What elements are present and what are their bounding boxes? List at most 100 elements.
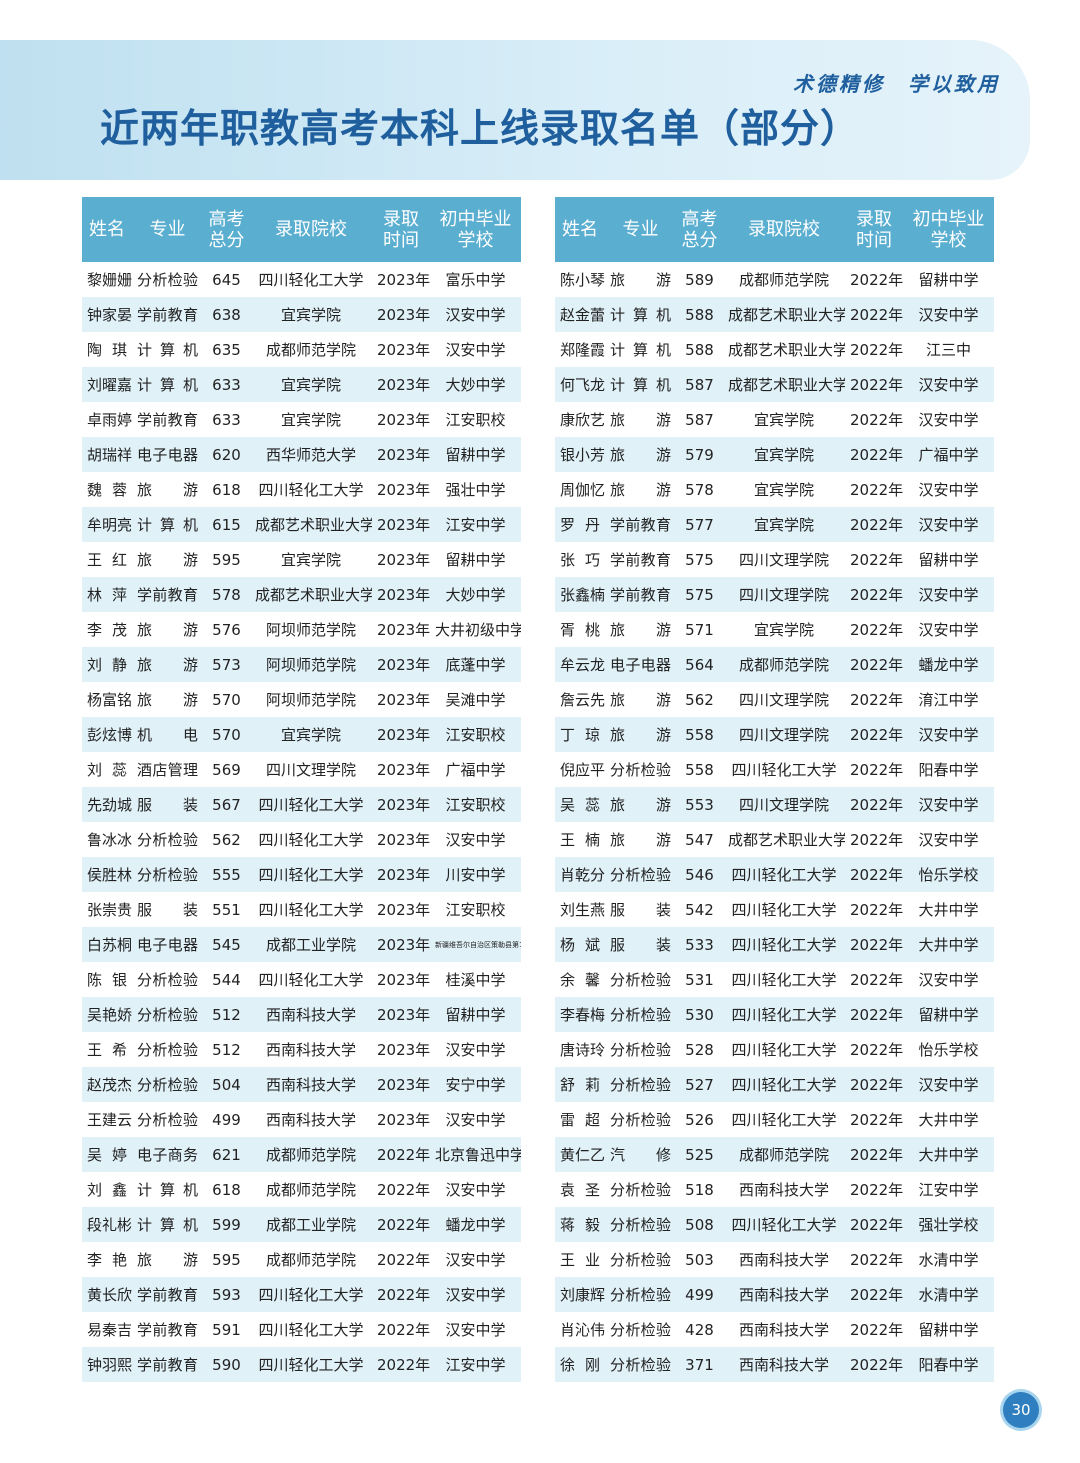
cell: 西华师范大学 [250,437,372,472]
cell: 宜宾学院 [723,507,845,542]
row: 侯胜林 分析检验 555 四川轻化工大学 2023年 川安中学 [82,857,521,892]
cell: 成都工业学院 [250,927,372,962]
column-header: 录取时间 [845,197,903,262]
cell: 558 [685,760,714,779]
cell: 2022年 [850,971,903,989]
cell: 留耕中学 [918,1321,979,1339]
cell: 江安职校 [445,901,506,919]
cell: 2022年 [850,1251,903,1269]
cell: 江安职校 [430,787,521,822]
cell: 汉安中学 [445,341,506,359]
cell: 吴 蕊 [555,787,605,822]
cell: 计算机 [605,297,676,332]
row: 彭炫博 机电 570 宜宾学院 2023年 江安职校 [82,717,521,752]
cell: 2022年 [845,927,903,962]
cell: 汉安中学 [918,411,979,429]
cell: 512 [212,1040,241,1059]
cell: 2023年 [377,901,430,919]
cell: 分析检验 [137,1111,198,1129]
cell: 579 [676,437,723,472]
cell: 四川轻化工大学 [723,927,845,962]
row: 刘 蕊酒店管理 569 四川文理学院 2023年 广福中学 [82,752,521,787]
row: 黄仁乙 汽修 525 成都师范学院 2022年 大井中学 [555,1137,994,1172]
cell: 成都艺术职业大学 [250,507,372,542]
cell: 吴滩中学 [445,691,506,709]
row: 牟云龙 电子电器 564 成都师范学院 2022年 蟠龙中学 [555,647,994,682]
cell: 分析检验 [610,1111,671,1129]
cell: 四川轻化工大学 [723,997,845,1032]
cell: 569 [212,760,241,779]
row: 魏 蓉旅游 618 四川轻化工大学 2023年 强壮中学 [82,472,521,507]
cell: 2022年 [850,551,903,569]
cell: 621 [203,1137,250,1172]
cell: 分析检验 [132,857,203,892]
table-left: 姓名 专业 高考总分 录取院校 录取时间 初中毕业学校 黎姗姗 分析检验 645 四川轻化工大学 2… [82,197,521,1382]
cell: 四川轻化工大学 [258,971,364,989]
cell: 555 [203,857,250,892]
cell: 2023年 [372,1067,430,1102]
cell: 学前教育 [132,297,203,332]
cell: 雷 超 [560,1111,600,1129]
cell: 林 萍 [82,577,132,612]
row: 段礼彬 计算机 599 成都工业学院 2022年 蟠龙中学 [82,1207,521,1242]
cell: 计算机 [137,1181,198,1199]
cell: 肖沁伟 [560,1321,605,1339]
row: 王 楠旅游 547 成都艺术职业大学 2022年 汉安中学 [555,822,994,857]
cell: 阳春中学 [918,761,979,779]
cell: 四川文理学院 [723,577,845,612]
cell: 罗 丹 [555,507,605,542]
slogan: 术德精修 学以致用 [793,72,1000,96]
cell: 大井中学 [903,927,994,962]
cell: 旅游 [605,717,676,752]
row: 杨富铭 旅游 570 阿坝师范学院 2023年 吴滩中学 [82,682,521,717]
cell: 成都师范学院 [265,1251,356,1269]
cell: 刘生燕 [560,901,605,919]
cell: 旅游 [610,411,671,429]
cell: 分析检验 [610,1251,671,1269]
cell: 四川轻化工大学 [258,1321,364,1339]
cell: 白苏桐 [82,927,132,962]
row: 张鑫楠 学前教育 575 四川文理学院 2022年 汉安中学 [555,577,994,612]
row: 钟家晏 学前教育 638 宜宾学院 2023年 汉安中学 [82,297,521,332]
row: 胡瑞祥 电子电器 620 西华师范大学 2023年 留耕中学 [82,437,521,472]
column-header: 录取院校 [250,197,372,262]
cell: 李 茂 [87,621,127,639]
header-row: 姓名 专业 高考总分 录取院校 录取时间 初中毕业学校 [555,197,994,262]
cell: 2023年 [377,411,430,429]
cell: 张鑫楠 [555,577,605,612]
cell: 2023年 [377,341,430,359]
cell: 分析检验 [605,1207,676,1242]
cell: 2022年 [850,691,903,709]
cell: 589 [685,270,714,289]
row: 牟明亮 计算机 615 成都艺术职业大学 2023年 江安中学 [82,507,521,542]
cell: 胡瑞祥 [82,437,132,472]
cell: 汉安中学 [430,297,521,332]
cell: 499 [676,1277,723,1312]
cell: 2022年 [845,997,903,1032]
cell: 562 [212,830,241,849]
cell: 电子商务 [132,1137,203,1172]
cell: 四川轻化工大学 [258,481,364,499]
cell: 大井中学 [918,1111,979,1129]
cell: 丁 琼 [555,717,605,752]
cell: 四川文理学院 [265,761,356,779]
cell: 2023年 [377,481,430,499]
cell: 2022年 [850,411,903,429]
cell: 分析检验 [137,831,198,849]
row: 李 艳旅游 595 成都师范学院 2022年 汉安中学 [82,1242,521,1277]
cell: 宜宾学院 [280,411,341,429]
cell: 水清中学 [903,1277,994,1312]
cell: 四川轻化工大学 [258,271,364,289]
row: 倪应平 分析检验 558 四川轻化工大学 2022年 阳春中学 [555,752,994,787]
cell: 544 [212,970,241,989]
cell: 康欣艺 [560,411,605,429]
row: 雷 超分析检验 526 四川轻化工大学 2022年 大井中学 [555,1102,994,1137]
cell: 四川轻化工大学 [723,1207,845,1242]
row: 詹云先 旅游 562 四川文理学院 2022年 淯江中学 [555,682,994,717]
column-header: 专业 [605,197,676,262]
cell: 胥 桃 [560,621,600,639]
row: 李春梅 分析检验 530 四川轻化工大学 2022年 留耕中学 [555,997,994,1032]
cell: 汉安中学 [445,831,506,849]
row: 刘康辉 分析检验 499 西南科技大学 2022年 水清中学 [555,1277,994,1312]
cell: 杨 斌 [555,927,605,962]
